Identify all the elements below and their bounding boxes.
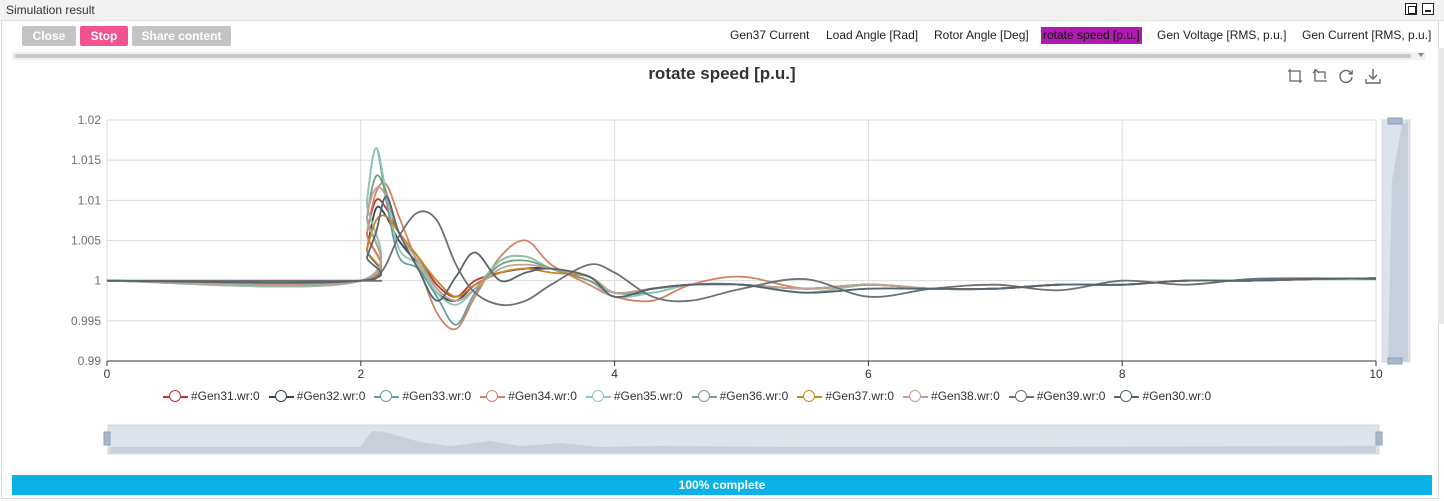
y-tick-label: 0.995 — [71, 314, 101, 328]
tab-rotate-speed[interactable]: rotate speed [p.u.] — [1041, 27, 1142, 44]
legend-label: #Gen35.wr:0 — [613, 389, 683, 403]
chart-grid — [106, 119, 1377, 362]
legend-label: #Gen31.wr:0 — [191, 389, 260, 403]
tab-gen-voltage[interactable]: Gen Voltage [RMS, p.u.] — [1157, 28, 1287, 42]
y-tick-label: 1.01 — [78, 193, 102, 207]
x-tick-label: 10 — [1369, 367, 1383, 381]
line-chart: 0.99 0.995 1 1.005 1.01 1.015 1.02 0 2 4 6 8 10 — [71, 113, 1411, 455]
x-slider-shadow — [110, 431, 1376, 453]
x-tick-label: 8 — [1119, 367, 1126, 381]
legend-circle-icon — [268, 389, 294, 403]
download-icon[interactable] — [1365, 68, 1381, 84]
legend-circle-icon — [585, 389, 611, 403]
legend-circle-icon — [1114, 389, 1140, 403]
tab-gen-current[interactable]: Gen Current [RMS, p.u.] — [1302, 28, 1432, 42]
legend-item[interactable]: #Gen31.wr:0 — [163, 388, 260, 404]
chart-legend: #Gen31.wr:0 #Gen32.wr:0 #Gen33.wr:0 #Gen34.… — [163, 388, 1220, 404]
y-tick-label: 1.02 — [78, 113, 102, 127]
legend-label: #Gen36.wr:0 — [719, 389, 789, 403]
legend-label: #Gen39.wr:0 — [1036, 389, 1106, 403]
chart-series — [106, 147, 1377, 331]
zoom-reset-icon[interactable] — [1312, 68, 1328, 84]
x-slider-right-handle[interactable] — [1375, 431, 1383, 446]
legend-item[interactable]: #Gen39.wr:0 — [1008, 388, 1106, 404]
legend-item[interactable]: #Gen34.wr:0 — [480, 388, 577, 404]
legend-circle-icon — [797, 389, 823, 403]
restore-icon[interactable] — [1338, 68, 1354, 84]
stop-button[interactable]: Stop — [80, 26, 128, 46]
vertical-scrollbar[interactable] — [1438, 48, 1444, 324]
legend-label: #Gen32.wr:0 — [296, 389, 366, 403]
legend-item[interactable]: #Gen32.wr:0 — [268, 388, 366, 404]
share-content-button[interactable]: Share content — [132, 26, 231, 46]
x-zoom-slider — [103, 424, 1383, 455]
scrollbar-thumb[interactable] — [15, 54, 1411, 58]
y-tick-label: 1.015 — [71, 153, 101, 167]
y-tick-label: 1.005 — [71, 234, 101, 248]
legend-item[interactable]: #Gen35.wr:0 — [585, 388, 683, 404]
legend-circle-icon — [374, 389, 400, 403]
x-tick-label: 0 — [104, 367, 111, 381]
legend-item[interactable]: #Gen37.wr:0 — [797, 388, 894, 404]
legend-item[interactable]: #Gen33.wr:0 — [374, 388, 471, 404]
y-tick-label: 1 — [94, 274, 101, 288]
legend-circle-icon — [903, 389, 929, 403]
close-button[interactable]: Close — [22, 26, 76, 46]
y-tick-label: 0.99 — [78, 354, 102, 368]
maximize-icon[interactable] — [1405, 3, 1417, 15]
series-line-gen39wr0 — [106, 210, 1377, 307]
legend-item[interactable]: #Gen36.wr:0 — [691, 388, 789, 404]
legend-label: #Gen30.wr:0 — [1142, 389, 1212, 403]
window-title: Simulation result — [6, 3, 95, 17]
legend-label: #Gen33.wr:0 — [402, 389, 472, 403]
legend-circle-icon — [1008, 389, 1034, 403]
series-line-gen33wr0 — [106, 147, 1377, 326]
x-slider-left-handle[interactable] — [103, 431, 111, 446]
series-line-gen30wr0 — [106, 195, 1377, 302]
legend-label: #Gen34.wr:0 — [508, 389, 577, 403]
y-slider-bottom-handle[interactable] — [1387, 357, 1403, 365]
minimize-icon[interactable] — [1422, 3, 1434, 15]
progress-bar: 100% complete — [12, 475, 1432, 495]
legend-circle-icon — [691, 389, 717, 403]
horizontal-scrollbar[interactable] — [12, 52, 1425, 60]
legend-item[interactable]: #Gen30.wr:0 — [1114, 388, 1211, 404]
chart-title: rotate speed [p.u.] — [648, 64, 796, 83]
legend-circle-icon — [163, 389, 188, 403]
window-titlebar: Simulation result — [0, 0, 1444, 21]
zoom-icon[interactable] — [1287, 68, 1303, 84]
chart-axes — [106, 120, 1377, 366]
y-slider-top-handle[interactable] — [1387, 117, 1403, 125]
series-line-gen34wr0 — [106, 181, 1377, 331]
y-zoom-slider — [1381, 117, 1411, 365]
tab-rotor-angle[interactable]: Rotor Angle [Deg] — [934, 28, 1029, 42]
x-tick-label: 6 — [865, 367, 872, 381]
legend-label: #Gen38.wr:0 — [931, 389, 1000, 403]
x-tick-label: 2 — [357, 367, 364, 381]
legend-circle-icon — [480, 389, 506, 403]
tab-load-angle[interactable]: Load Angle [Rad] — [826, 28, 919, 42]
scroll-down-arrow-icon[interactable] — [1418, 53, 1424, 57]
legend-label: #Gen37.wr:0 — [825, 389, 895, 403]
x-tick-label: 4 — [611, 367, 618, 381]
chart-ticks: 0.99 0.995 1 1.005 1.01 1.015 1.02 0 2 4 6 8 10 — [71, 113, 1383, 381]
legend-item[interactable]: #Gen38.wr:0 — [903, 388, 1000, 404]
progress-label: 100% complete — [678, 478, 766, 492]
tab-gen37-current[interactable]: Gen37 Current — [730, 28, 810, 42]
y-slider-shadow — [1388, 122, 1408, 361]
